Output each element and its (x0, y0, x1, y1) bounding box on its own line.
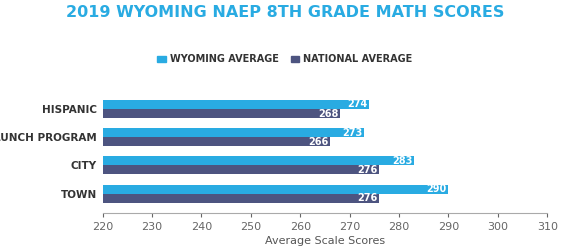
Text: 273: 273 (343, 128, 363, 138)
Text: 266: 266 (308, 137, 328, 147)
Text: 276: 276 (357, 165, 378, 175)
Text: 283: 283 (392, 156, 412, 166)
Text: 276: 276 (357, 193, 378, 203)
Bar (103, 100, 369, 109)
Bar (103, 165, 379, 174)
Bar (103, 156, 414, 165)
Text: 274: 274 (348, 99, 368, 110)
Bar (103, 109, 340, 118)
Bar (103, 185, 449, 193)
Bar (103, 193, 379, 203)
Text: 290: 290 (427, 184, 447, 194)
Bar (103, 128, 364, 137)
Text: 268: 268 (318, 109, 338, 119)
Legend: WYOMING AVERAGE, NATIONAL AVERAGE: WYOMING AVERAGE, NATIONAL AVERAGE (157, 55, 413, 64)
X-axis label: Average Scale Scores: Average Scale Scores (265, 237, 385, 247)
Bar (103, 137, 330, 146)
Text: 2019 WYOMING NAEP 8TH GRADE MATH SCORES: 2019 WYOMING NAEP 8TH GRADE MATH SCORES (66, 5, 504, 20)
